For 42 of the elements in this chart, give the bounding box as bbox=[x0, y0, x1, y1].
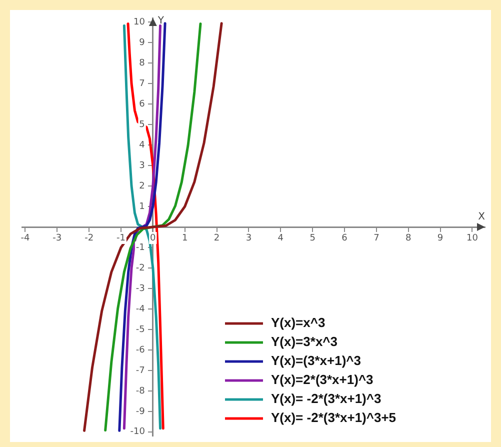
y-tick-label: -7 bbox=[136, 366, 145, 376]
legend-label: Y(x)=2*(3*x+1)^3 bbox=[271, 372, 374, 388]
x-tick-label: 5 bbox=[310, 233, 316, 244]
x-tick-label: -4 bbox=[20, 233, 30, 244]
y-tick-label: -5 bbox=[136, 324, 145, 335]
legend-label: Y(x)= -2*(3*x+1)^3+5 bbox=[271, 410, 396, 426]
x-tick-label: 7 bbox=[374, 233, 380, 244]
y-tick-label: -8 bbox=[136, 386, 146, 396]
x-tick-label: -3 bbox=[52, 233, 62, 244]
x-axis-title: X bbox=[478, 212, 486, 223]
legend-label: Y(x)=x^3 bbox=[271, 315, 326, 330]
y-tick-label: -1 bbox=[136, 242, 145, 253]
y-axis-title: Y bbox=[156, 16, 165, 27]
y-tick-label: -9 bbox=[136, 406, 146, 417]
x-tick-label: 10 bbox=[466, 233, 478, 244]
legend-label: Y(x)=3*x^3 bbox=[271, 334, 338, 350]
y-tick-label: 1 bbox=[139, 202, 145, 212]
x-tick-label: 4 bbox=[278, 233, 284, 244]
legend-label: Y(x)=(3*x+1)^3 bbox=[271, 353, 361, 368]
y-tick-label: -3 bbox=[136, 284, 145, 294]
y-tick-label: 10 bbox=[133, 17, 146, 28]
y-tick-label: 8 bbox=[139, 58, 146, 68]
y-tick-label: -6 bbox=[136, 345, 146, 356]
y-tick-label: -2 bbox=[136, 263, 145, 274]
y-tick-label: 6 bbox=[139, 99, 146, 110]
x-tick-label: -1 bbox=[116, 233, 126, 244]
x-tick-label: -2 bbox=[84, 233, 94, 244]
x-tick-label: 0 bbox=[150, 233, 156, 244]
x-tick-label: 1 bbox=[182, 233, 188, 244]
y-tick-label: 9 bbox=[139, 38, 146, 48]
y-tick-label: -10 bbox=[130, 427, 146, 438]
y-tick-label: 7 bbox=[139, 78, 145, 89]
x-tick-label: 3 bbox=[246, 233, 252, 244]
x-tick-label: 8 bbox=[406, 233, 412, 244]
x-tick-label: 6 bbox=[342, 233, 348, 244]
x-tick-label: 2 bbox=[214, 233, 220, 244]
legend-label: Y(x)= -2*(3*x+1)^3 bbox=[271, 391, 382, 406]
x-tick-label: 9 bbox=[437, 233, 444, 244]
y-tick-label: -4 bbox=[136, 304, 146, 314]
y-tick-label: 4 bbox=[139, 140, 146, 150]
y-tick-label: 3 bbox=[139, 160, 145, 171]
y-tick-label: 2 bbox=[139, 181, 145, 192]
